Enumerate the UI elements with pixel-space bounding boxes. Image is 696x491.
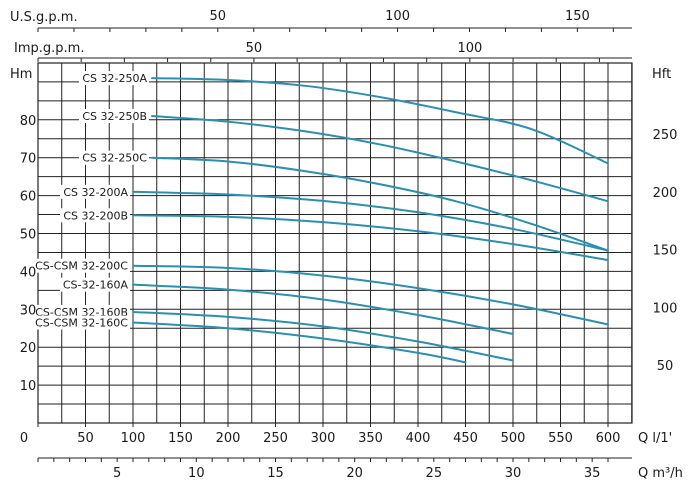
head-ft-tick-label: 250 [653, 128, 678, 143]
lmin-tick-label: 600 [596, 431, 621, 446]
head-ft-tick-label: 150 [653, 244, 678, 259]
curve-label-cs-32-200a: CS 32-200A [63, 186, 128, 199]
head-ft-tick-label: 50 [657, 359, 674, 374]
m3h-tick-label: 35 [584, 466, 601, 481]
curve-label-bg [60, 208, 130, 223]
curve-label-cs-csm-32-160c: CS-CSM 32-160C [35, 317, 128, 330]
lmin-axis-label: Q l/1' [638, 431, 672, 446]
lmin-tick-label: 500 [501, 431, 526, 446]
curve-label-bg [33, 258, 130, 273]
plot-frame [37, 62, 633, 424]
usgpm-tick-label: 100 [385, 9, 410, 24]
lmin-tick-label: 450 [453, 431, 478, 446]
pump-curves [132, 77, 609, 364]
head-ft-tick-label: 100 [653, 301, 678, 316]
head-m-tick-label: 60 [20, 190, 37, 205]
impgpm-tick-label: 100 [457, 41, 482, 56]
usgpm-tick-label: 150 [565, 9, 590, 24]
head-m-tick-label: 30 [20, 303, 37, 318]
head-m-tick-label: 10 [20, 379, 37, 394]
m3h-tick-label: 15 [267, 466, 284, 481]
head-m-axis-label: Hm [10, 67, 32, 82]
curve-cs-32-200a [132, 190, 609, 252]
lmin-tick-label: 250 [263, 431, 288, 446]
curve-cs-32-200b [132, 214, 609, 262]
impgpm-axis-label: Imp.g.p.m. [14, 41, 84, 56]
curve-cs-csm-32-160b [132, 310, 514, 362]
usgpm-axis-label: U.S.g.p.m. [10, 10, 78, 25]
curve-label-bg [33, 315, 130, 330]
lmin-tick-label: 0 [20, 431, 28, 446]
head-m-tick-label: 80 [20, 114, 37, 129]
lmin-tick-label: 400 [406, 431, 431, 446]
lmin-tick-label: 100 [121, 431, 146, 446]
curve-cs-csm-32-160c [132, 321, 467, 364]
curve-cs-32-250a [151, 77, 609, 165]
lmin-tick-label: 200 [216, 431, 241, 446]
curve-label-cs-32-250b: CS 32-250B [82, 110, 147, 123]
curve-cs-32-160a [132, 283, 514, 335]
head-ft-tick-label: 200 [653, 186, 678, 201]
curve-label-cs-32-160a: CS-32-160A [63, 279, 129, 292]
m3h-tick-label: 20 [346, 466, 363, 481]
m3h-tick-label: 10 [188, 466, 205, 481]
curve-cs-32-250b [151, 115, 609, 203]
curve-label-bg [79, 150, 149, 165]
curve-label-cs-32-200b: CS 32-200B [63, 209, 128, 222]
lmin-tick-label: 150 [168, 431, 193, 446]
curve-label-bg [33, 304, 130, 319]
curve-label-bg [79, 71, 149, 86]
impgpm-tick-label: 50 [246, 41, 263, 56]
curve-label-cs-32-250c: CS 32-250C [82, 152, 147, 165]
m3h-tick-label: 5 [113, 466, 121, 481]
m3h-tick-label: 25 [426, 466, 443, 481]
head-m-tick-label: 70 [20, 152, 37, 167]
m3h-axis-label: Q m³/h [638, 466, 683, 481]
curve-cs-csm-32-200c [132, 264, 609, 326]
head-ft-axis-label: Hft [652, 67, 671, 82]
lmin-tick-label: 550 [548, 431, 573, 446]
m3h-tick-label: 30 [505, 466, 522, 481]
head-m-tick-label: 40 [20, 265, 37, 280]
curve-label-bg [60, 184, 130, 199]
head-m-tick-label: 50 [20, 228, 37, 243]
curve-label-bg [79, 109, 149, 124]
curve-label-cs-csm-32-200c: CS-CSM 32-200C [35, 260, 128, 273]
lmin-tick-label: 50 [77, 431, 94, 446]
lmin-tick-label: 350 [358, 431, 383, 446]
curve-labels: CS 32-250A CS 32-250B CS 32-250C CS 32-200A… [33, 71, 149, 330]
curve-label-cs-32-250a: CS 32-250A [82, 72, 147, 85]
grid [37, 27, 633, 462]
usgpm-tick-label: 50 [210, 9, 227, 24]
curve-cs-32-250c [151, 156, 609, 252]
head-m-tick-label: 20 [20, 341, 37, 356]
lmin-tick-label: 300 [311, 431, 336, 446]
curve-label-bg [60, 277, 130, 292]
